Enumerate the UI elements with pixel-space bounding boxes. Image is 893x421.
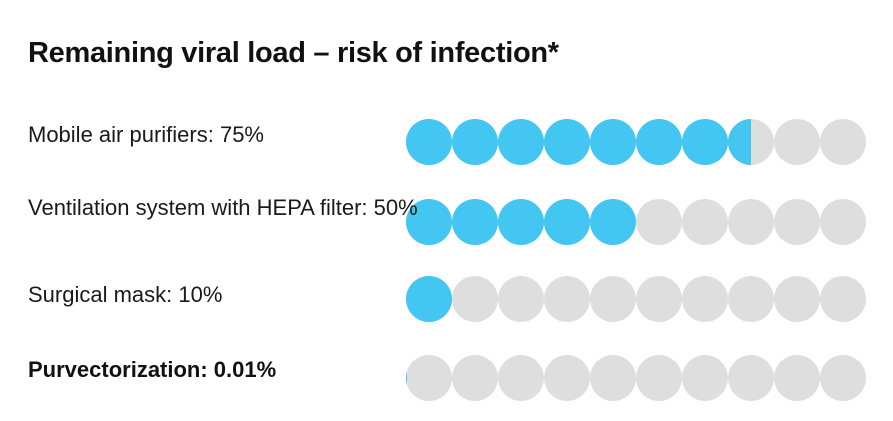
value-dot (544, 355, 590, 401)
value-dot-fill (406, 355, 408, 401)
value-dot (820, 355, 866, 401)
value-dot (728, 199, 774, 245)
value-dot (774, 276, 820, 322)
dot-row-mobile-air-purifiers (406, 119, 866, 167)
value-dot (452, 276, 498, 322)
value-dot (682, 276, 728, 322)
value-dot-fill (590, 199, 636, 245)
value-dot (636, 119, 682, 165)
value-dot (544, 276, 590, 322)
value-dot-fill (406, 119, 452, 165)
value-dot (820, 119, 866, 165)
value-dot-fill (498, 199, 544, 245)
value-dot-fill (636, 119, 682, 165)
row-label-mobile-air-purifiers: Mobile air purifiers: 75% (28, 122, 264, 147)
value-dot-fill (498, 119, 544, 165)
value-dot (590, 119, 636, 165)
value-dot (774, 199, 820, 245)
value-dot (820, 199, 866, 245)
dot-row-surgical-mask (406, 276, 866, 324)
row-label-purvectorization: Purvectorization: 0.01% (28, 357, 277, 382)
value-dot (774, 119, 820, 165)
value-dot (452, 119, 498, 165)
value-dot (590, 276, 636, 322)
row-label-ventilation-system: Ventilation system with HEPA filter: 50% (28, 195, 418, 220)
value-dot (544, 199, 590, 245)
value-dot-fill (406, 199, 452, 245)
value-dot (452, 355, 498, 401)
value-dot (820, 276, 866, 322)
value-dot (682, 119, 728, 165)
value-dot (636, 276, 682, 322)
dot-row-ventilation-system (406, 199, 866, 247)
value-dot (406, 199, 452, 245)
value-dot-fill (544, 199, 590, 245)
value-dot (682, 199, 728, 245)
value-dot (774, 355, 820, 401)
value-dot (498, 199, 544, 245)
value-dot-fill (544, 119, 590, 165)
value-dot (728, 276, 774, 322)
value-dot-fill (452, 199, 498, 245)
value-dot (728, 355, 774, 401)
value-dot-fill (682, 119, 728, 165)
value-dot (406, 355, 452, 401)
value-dot-fill (590, 119, 636, 165)
value-dot (590, 355, 636, 401)
value-dot (498, 355, 544, 401)
value-dot (498, 119, 544, 165)
value-dot (590, 199, 636, 245)
value-dot (636, 355, 682, 401)
value-dot (728, 119, 774, 165)
value-dot (636, 199, 682, 245)
value-dot-fill (452, 119, 498, 165)
value-dot-fill (728, 119, 751, 165)
chart-title: Remaining viral load – risk of infection… (28, 37, 559, 69)
value-dot-fill (406, 276, 452, 322)
value-dot (452, 199, 498, 245)
value-dot (544, 119, 590, 165)
value-dot (498, 276, 544, 322)
row-label-surgical-mask: Surgical mask: 10% (28, 282, 223, 307)
value-dot (406, 119, 452, 165)
dot-row-purvectorization (406, 355, 866, 403)
value-dot (682, 355, 728, 401)
value-dot (406, 276, 452, 322)
